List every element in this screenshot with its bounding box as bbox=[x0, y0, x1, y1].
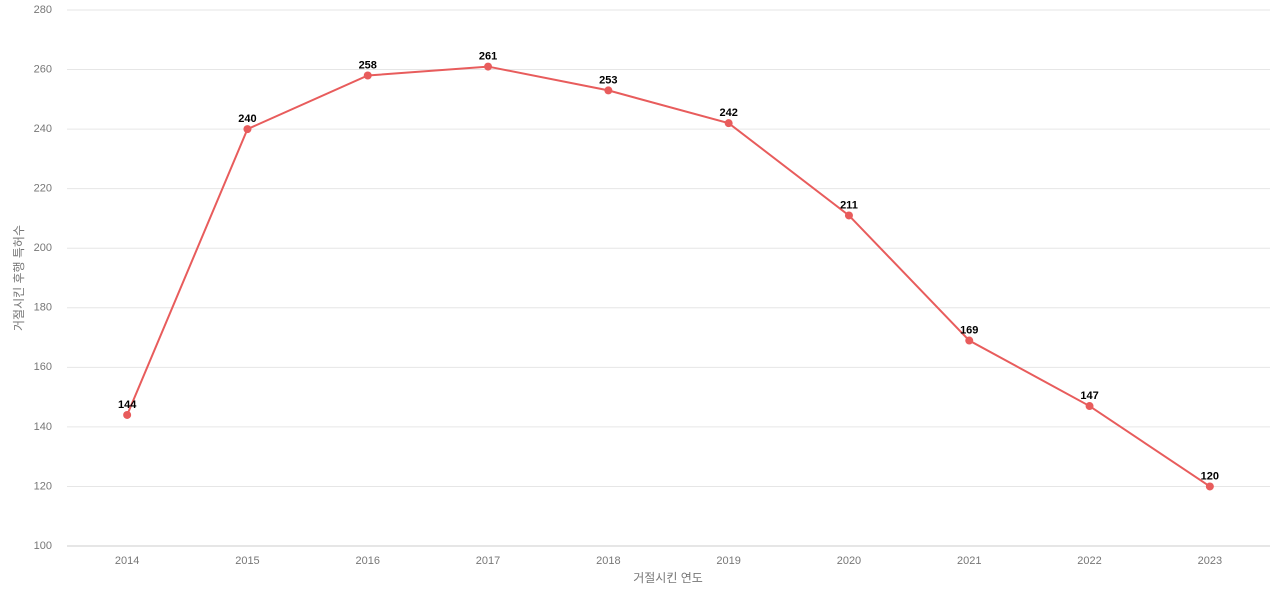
value-label: 147 bbox=[1080, 390, 1098, 402]
value-label: 169 bbox=[960, 324, 978, 336]
y-tick-label: 260 bbox=[34, 63, 52, 75]
point bbox=[1205, 482, 1214, 491]
x-tick-label: 2021 bbox=[957, 555, 981, 567]
x-tick-label: 2018 bbox=[596, 555, 620, 567]
x-tick-label: 2019 bbox=[716, 555, 740, 567]
y-tick-label: 180 bbox=[34, 302, 52, 314]
value-label: 240 bbox=[238, 113, 256, 125]
point bbox=[123, 410, 132, 419]
x-axis-label: 거절시킨 연도 bbox=[633, 571, 703, 585]
y-tick-label: 100 bbox=[34, 540, 52, 552]
x-tick-label: 2022 bbox=[1077, 555, 1101, 567]
point bbox=[844, 211, 853, 220]
value-label: 258 bbox=[359, 59, 377, 71]
value-label: 211 bbox=[840, 199, 858, 211]
point bbox=[604, 86, 613, 95]
point bbox=[724, 119, 733, 128]
value-label: 144 bbox=[118, 399, 137, 411]
value-label: 120 bbox=[1201, 470, 1219, 482]
point bbox=[1085, 402, 1094, 411]
point bbox=[243, 125, 252, 134]
x-tick-label: 2016 bbox=[356, 555, 380, 567]
y-tick-label: 240 bbox=[34, 123, 52, 135]
x-tick-label: 2014 bbox=[115, 555, 139, 567]
line bbox=[126, 65, 1211, 488]
y-tick-label: 120 bbox=[34, 480, 52, 492]
x-tick-label: 2017 bbox=[476, 555, 500, 567]
y-tick-label: 280 bbox=[34, 4, 52, 16]
x-tick-label: 2020 bbox=[837, 555, 861, 567]
x-tick-label: 2023 bbox=[1198, 555, 1222, 567]
value-label: 242 bbox=[719, 107, 737, 119]
y-tick-label: 220 bbox=[34, 183, 52, 195]
y-tick-label: 160 bbox=[34, 361, 52, 373]
value-label: 253 bbox=[599, 74, 617, 86]
y-axis-label: 거절시킨 후행 특허수 bbox=[11, 225, 26, 331]
point bbox=[363, 71, 372, 80]
point bbox=[965, 336, 974, 345]
value-label: 261 bbox=[479, 50, 497, 62]
point bbox=[484, 62, 493, 71]
y-tick-label: 140 bbox=[34, 421, 52, 433]
y-tick-label: 200 bbox=[34, 242, 52, 254]
x-tick-label: 2015 bbox=[235, 555, 259, 567]
